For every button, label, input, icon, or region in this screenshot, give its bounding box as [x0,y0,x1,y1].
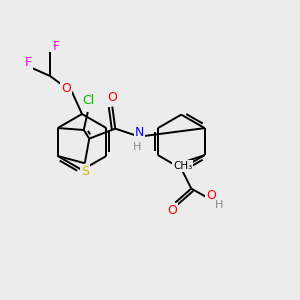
Text: CH₃: CH₃ [173,161,192,171]
Text: F: F [52,40,60,52]
Text: O: O [167,204,177,217]
Text: S: S [81,165,89,178]
Text: O: O [107,91,117,104]
Text: F: F [24,56,32,68]
Text: O: O [206,189,216,202]
Text: O: O [61,82,71,95]
Text: Cl: Cl [82,94,95,106]
Text: H: H [215,200,224,210]
Text: H: H [133,142,142,152]
Text: N: N [135,126,144,139]
